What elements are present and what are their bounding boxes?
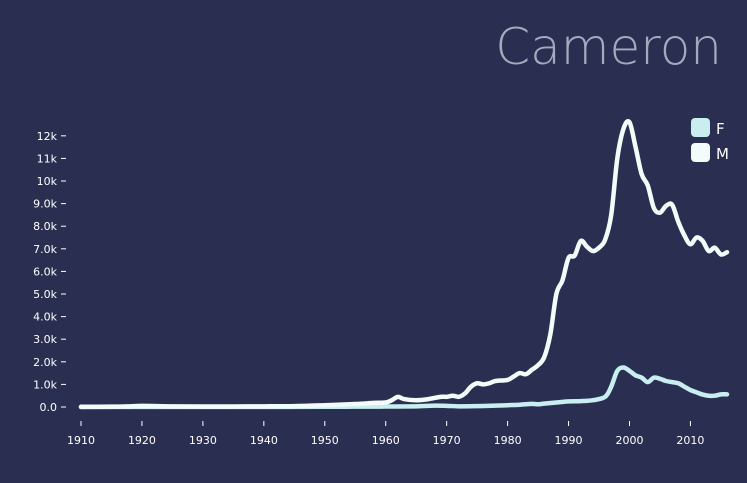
- y-tick-label: 0.0: [40, 401, 58, 414]
- x-tick-label: 1930: [189, 434, 217, 447]
- x-tick-label: 1910: [67, 434, 95, 447]
- y-tick-label: 6.0k: [33, 265, 57, 278]
- series-line-f: [78, 365, 730, 410]
- x-tick-label: 1990: [555, 434, 583, 447]
- x-tick-label: 1920: [128, 434, 156, 447]
- legend-swatch-m: [691, 143, 710, 162]
- legend: FM: [691, 118, 729, 163]
- x-tick-label: 1940: [250, 434, 278, 447]
- y-tick-label: 9.0k: [33, 198, 57, 211]
- y-tick-label: 8.0k: [33, 220, 57, 233]
- series-line-m: [78, 118, 730, 410]
- y-tick-label: 1.0k: [33, 378, 57, 391]
- y-tick-label: 7.0k: [33, 243, 57, 256]
- x-tick-label: 2000: [615, 434, 643, 447]
- legend-label-f: F: [716, 120, 725, 138]
- x-tick-label: 1950: [311, 434, 339, 447]
- x-tick-label: 1980: [494, 434, 522, 447]
- legend-swatch-f: [691, 118, 710, 137]
- y-tick-label: 10k: [37, 175, 58, 188]
- y-tick-label: 3.0k: [33, 333, 57, 346]
- y-tick-label: 5.0k: [33, 288, 57, 301]
- y-tick-label: 2.0k: [33, 356, 57, 369]
- y-tick-label: 12k: [37, 130, 58, 143]
- y-axis: 0.0 1.0k 2.0k 3.0k 4.0k 5.0k 6.0k 7.0k 8.0k 9.0k 1…: [33, 130, 66, 414]
- y-tick-label: 4.0k: [33, 311, 57, 324]
- x-tick-label: 1960: [372, 434, 400, 447]
- legend-label-m: M: [716, 145, 729, 163]
- y-tick-label: 11k: [37, 152, 58, 165]
- chart-title: Cameron: [495, 18, 722, 76]
- series-lines: [78, 118, 730, 410]
- x-axis: 1910 1920 1930 1940 1950 1960 1970 1980 1990 2000…: [67, 421, 704, 447]
- x-tick-label: 2010: [676, 434, 704, 447]
- x-tick-label: 1970: [433, 434, 461, 447]
